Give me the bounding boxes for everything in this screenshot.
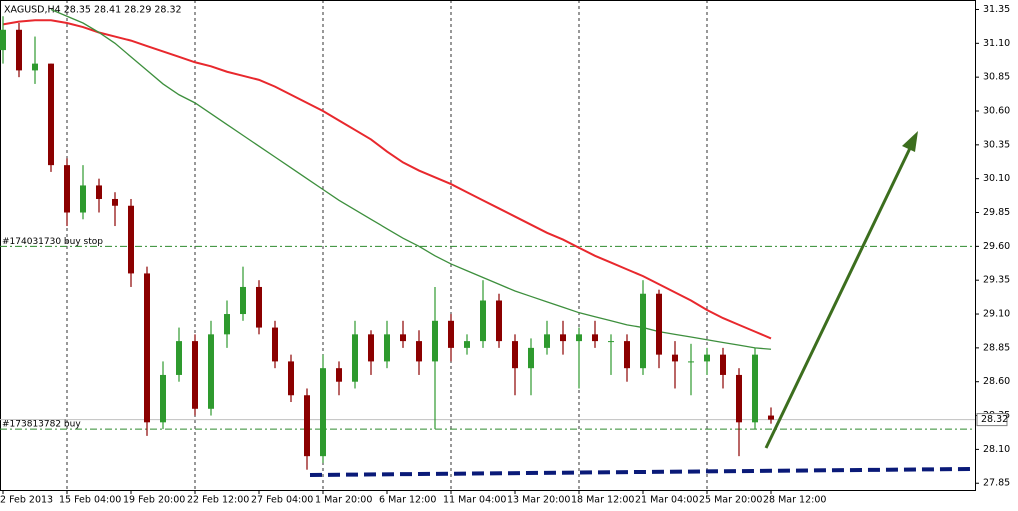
candle-body: [448, 320, 454, 348]
candle-body: [112, 198, 118, 206]
candle-body: [0, 29, 6, 51]
candle-body: [256, 286, 262, 328]
candle-body: [48, 63, 54, 166]
candle-body: [400, 334, 406, 342]
plot-frame: [0, 0, 976, 491]
candle-body: [368, 334, 374, 362]
candle-body: [192, 341, 198, 409]
candle-body: [416, 341, 422, 362]
candle-body: [320, 368, 326, 457]
candle-body: [592, 334, 598, 342]
candle-body: [672, 354, 678, 362]
y-tick-label: 30.10: [983, 173, 1010, 184]
x-tick-label: 22 Feb 12:00: [187, 495, 249, 506]
candle-body: [384, 334, 390, 362]
y-tick-label: 28.85: [983, 342, 1010, 353]
candle-body: [176, 341, 182, 375]
plot-area: [0, 0, 975, 490]
x-tick-label: 27 Feb 04:00: [251, 495, 313, 506]
y-tick-label: 29.10: [983, 309, 1010, 320]
order-label: #173813782 buy: [2, 420, 81, 430]
candle-body: [512, 341, 518, 369]
candle-body: [688, 361, 694, 363]
candle-body: [496, 300, 502, 342]
x-tick-label: 13 Mar 20:00: [507, 495, 570, 506]
candle-body: [736, 374, 742, 423]
y-tick-label: 29.85: [983, 207, 1010, 218]
candle-body: [336, 368, 342, 382]
y-tick-label: 28.60: [983, 376, 1010, 387]
candle-body: [576, 334, 582, 342]
candle-body: [432, 320, 438, 362]
candle-body: [352, 334, 358, 382]
candle-body: [464, 341, 470, 348]
candle-body: [480, 300, 486, 342]
x-tick-label: 25 Mar 20:00: [699, 495, 762, 506]
candle-body: [224, 314, 230, 335]
candle-body: [16, 29, 22, 71]
candle-body: [144, 273, 150, 423]
candle-body: [768, 415, 774, 420]
trend-arrow-head: [902, 131, 918, 152]
candle-body: [608, 341, 614, 343]
candle-body: [96, 185, 102, 199]
candle-body: [656, 293, 662, 355]
bid-box: [976, 413, 1008, 427]
y-tick-label: 28.10: [983, 444, 1010, 455]
candle-body: [528, 347, 534, 369]
moving-average: [2, 19, 772, 340]
y-tick-label: 29.35: [983, 275, 1010, 286]
y-tick-label: 27.85: [983, 478, 1010, 489]
x-tick-label: 21 Mar 04:00: [635, 495, 698, 506]
candle-body: [80, 185, 86, 213]
candle-body: [240, 286, 246, 315]
y-tick-label: 29.60: [983, 241, 1010, 252]
x-tick-label: 19 Feb 20:00: [123, 495, 185, 506]
candle-body: [720, 354, 726, 375]
candle-body: [32, 63, 38, 71]
candle-body: [304, 395, 310, 457]
support-trendline: [309, 467, 971, 477]
candle-body: [64, 165, 70, 213]
x-tick-label: 1 Mar 20:00: [315, 495, 372, 506]
y-tick-label: 30.35: [983, 139, 1010, 150]
order-label: #174031730 buy stop: [2, 237, 103, 247]
y-tick-label: 31.10: [983, 38, 1010, 49]
x-tick-label: 28 Mar 12:00: [763, 495, 826, 506]
candle-body: [160, 374, 166, 423]
x-tick-label: 15 Feb 04:00: [59, 495, 121, 506]
candle-body: [128, 205, 134, 274]
candle-body: [752, 354, 758, 423]
y-tick-label: 31.35: [983, 4, 1010, 15]
candle-body: [560, 334, 566, 342]
chart-title: XAGUSD,H4 28.35 28.41 28.29 28.32: [4, 5, 182, 16]
x-tick-label: 11 Mar 04:00: [443, 495, 506, 506]
bid-label: 28.32: [981, 414, 1008, 425]
y-tick-label: 30.85: [983, 72, 1010, 83]
candle-body: [544, 334, 550, 348]
candle-body: [704, 354, 710, 362]
x-tick-label: 2 Feb 2013: [0, 495, 53, 506]
x-tick-label: 18 Mar 12:00: [571, 495, 634, 506]
x-tick-label: 6 Mar 12:00: [379, 495, 436, 506]
trend-arrow: [764, 143, 914, 449]
y-tick-label: 30.60: [983, 105, 1010, 116]
moving-average: [50, 8, 772, 350]
candle-body: [208, 334, 214, 409]
candle-body: [640, 293, 646, 369]
candle-body: [272, 327, 278, 362]
candle-body: [288, 361, 294, 396]
candle-body: [624, 341, 630, 369]
